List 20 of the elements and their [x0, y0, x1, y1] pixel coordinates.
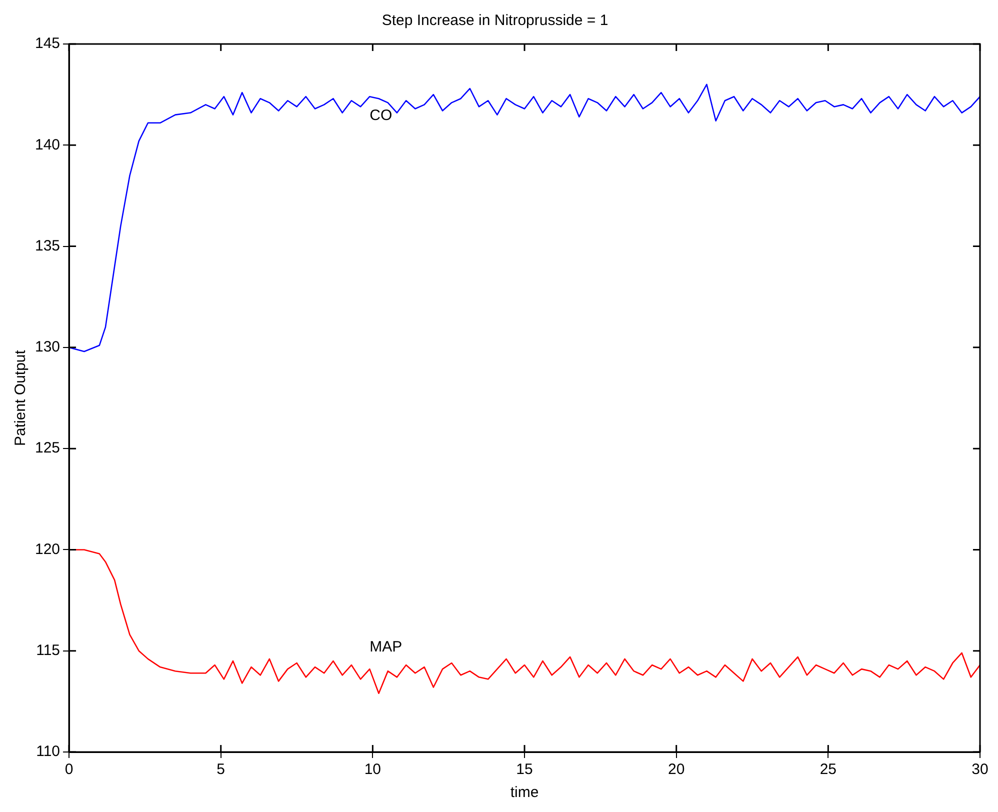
x-tick-label: 15 [516, 761, 533, 778]
x-tick-label: 20 [668, 761, 685, 778]
y-tick-label: 110 [36, 743, 60, 760]
y-tick-label: 145 [34, 35, 60, 52]
y-tick-label: 115 [36, 642, 60, 659]
series-label: MAP [370, 638, 402, 656]
x-axis-title: time [510, 784, 539, 802]
chart-title: Step Increase in Nitroprusside = 1 [382, 12, 608, 30]
y-tick-label: 120 [34, 540, 60, 558]
x-tick-label: 5 [216, 761, 226, 778]
y-tick-label: 140 [34, 136, 60, 154]
y-tick-label: 130 [34, 338, 60, 356]
x-tick-label: 25 [820, 761, 837, 778]
x-tick-label: 10 [364, 761, 382, 778]
y-tick-label: 135 [34, 237, 60, 254]
y-tick-label: 125 [34, 440, 60, 457]
x-tick-label: 0 [64, 761, 74, 778]
series-label: CO [370, 107, 392, 124]
y-axis-title: Patient Output [12, 349, 30, 446]
x-tick-label: 30 [972, 761, 988, 778]
